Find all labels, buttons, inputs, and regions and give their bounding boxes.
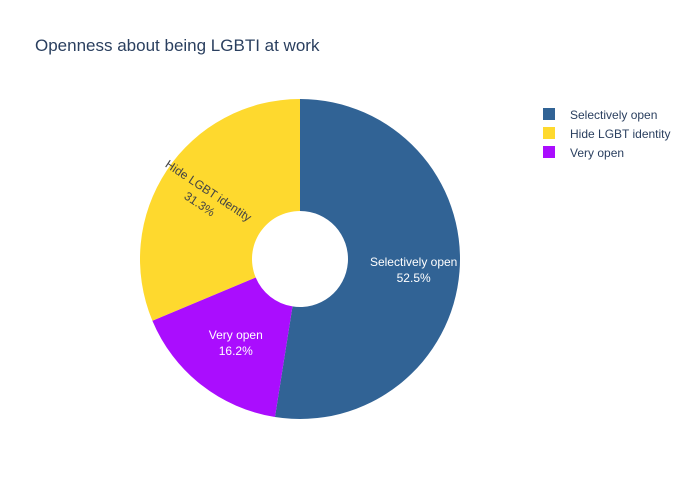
slice-selectively-open[interactable] [274,99,460,419]
slice-hide-lgbt-identity[interactable] [140,99,300,321]
legend-swatch-selectively-open [543,108,555,120]
legend-swatch-very-open [543,146,555,158]
legend: Selectively open Hide LGBT identity Very… [543,108,671,160]
chart-title: Openness about being LGBTI at work [35,36,320,55]
legend-label-very-open: Very open [570,146,624,160]
legend-item-hide-lgbt-identity[interactable]: Hide LGBT identity [543,127,671,141]
slice-label-selectively-open: Selectively open 52.5% [370,255,457,285]
slice-label-very-open: Very open 16.2% [209,328,263,358]
slice-label-percent: 52.5% [397,271,431,285]
slice-label-name: Very open [209,328,263,342]
slices-layer [140,99,460,419]
legend-swatch-hide-lgbt-identity [543,127,555,139]
legend-item-selectively-open[interactable]: Selectively open [543,108,657,122]
slice-label-percent: 16.2% [219,344,253,358]
legend-label-hide-lgbt-identity: Hide LGBT identity [570,127,671,141]
slice-label-name: Selectively open [370,255,457,269]
slice-very-open[interactable] [152,277,293,418]
legend-label-selectively-open: Selectively open [570,108,657,122]
legend-item-very-open[interactable]: Very open [543,146,624,160]
